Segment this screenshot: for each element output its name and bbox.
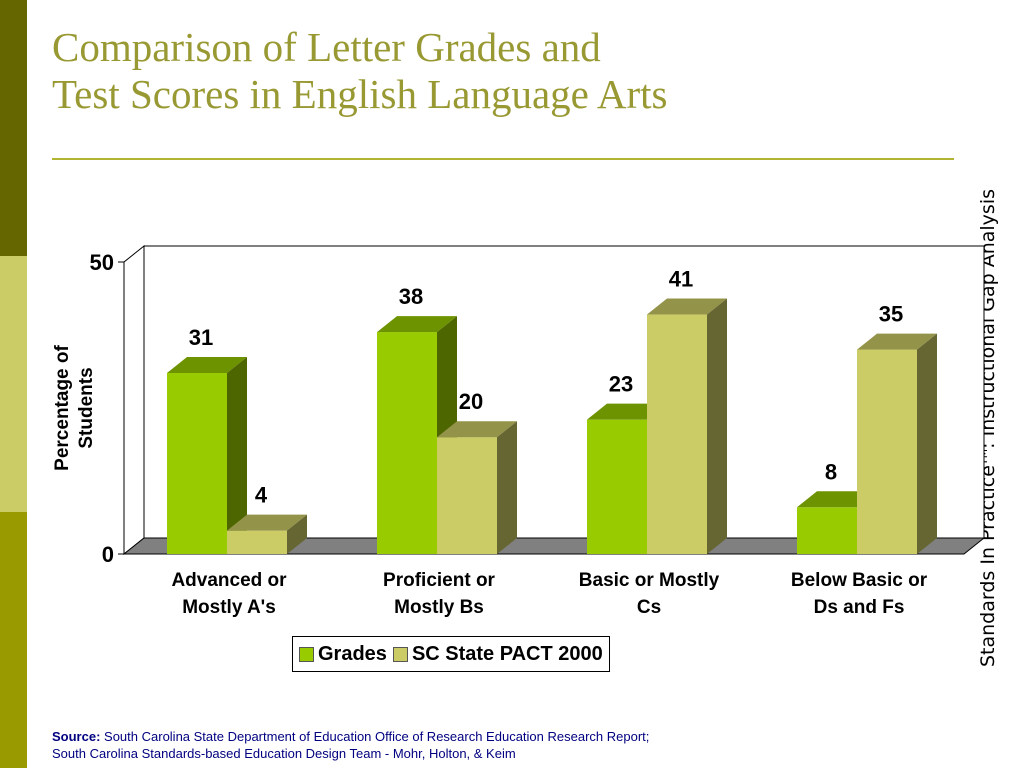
y-tick-label-0: 0 <box>102 542 114 567</box>
bar-top-0-1 <box>377 316 457 333</box>
data-label-1-3: 35 <box>879 302 903 327</box>
data-label-1-0: 4 <box>255 483 268 508</box>
side-stripe-top <box>0 0 27 256</box>
legend-swatch-grades <box>299 646 314 662</box>
chart-legend: Grades SC State PACT 2000 <box>292 636 610 672</box>
bar-side-1-0 <box>287 514 307 554</box>
bar-top-1-2 <box>647 298 727 315</box>
bar-side-1-3 <box>917 333 937 554</box>
source-label: Source: <box>52 729 101 744</box>
bar-top-0-0 <box>167 356 247 373</box>
category-label-3: Below Basic or Ds and Fs <box>791 570 928 618</box>
y-axis-label: Percentage of Students <box>52 345 97 471</box>
category-label-2: Basic or Mostly Cs <box>579 570 720 618</box>
bar-1-3 <box>857 349 917 554</box>
legend-item-pact: SC State PACT 2000 <box>392 642 603 666</box>
bar-0-2 <box>587 419 647 554</box>
legend-swatch-pact <box>392 646 408 662</box>
category-label-0: Advanced or Mostly A's <box>171 570 287 618</box>
bar-1-1 <box>437 437 497 554</box>
data-label-0-1: 38 <box>399 284 423 309</box>
bar-0-0 <box>167 372 227 554</box>
bar-top-1-0 <box>227 514 307 531</box>
source-line-2: South Carolina Standards-based Education… <box>52 746 516 761</box>
title-divider <box>52 158 954 160</box>
chart-side-wall <box>123 244 145 556</box>
data-label-0-3: 8 <box>825 459 837 484</box>
category-label-1: Proficient or Mostly Bs <box>383 570 496 618</box>
bar-side-0-0 <box>227 356 247 554</box>
data-label-0-2: 23 <box>609 372 633 397</box>
data-label-1-2: 41 <box>669 267 693 292</box>
source-note: Source: South Carolina State Department … <box>52 728 649 762</box>
side-stripe-middle <box>0 256 27 512</box>
legend-label-grades: Grades <box>318 642 387 665</box>
y-tick-label-1: 50 <box>90 250 114 275</box>
source-line-1: Source: South Carolina State Department … <box>52 728 649 745</box>
legend-item-grades: Grades <box>299 643 387 666</box>
bar-top-1-3 <box>857 333 937 350</box>
bar-0-1 <box>377 332 437 554</box>
bar-1-2 <box>647 314 707 554</box>
legend-label-pact: SC State PACT 2000 <box>411 642 603 665</box>
slide-title-line-1: Comparison of Letter Grades and <box>52 24 601 70</box>
slide-title: Comparison of Letter Grades and Test Sco… <box>52 24 667 118</box>
source-text-1: South Carolina State Department of Educa… <box>104 729 650 744</box>
bar-top-1-1 <box>437 421 517 438</box>
bar-1-0 <box>227 530 287 554</box>
data-label-1-1: 20 <box>459 389 483 414</box>
bar-side-1-2 <box>707 298 727 554</box>
bar-side-1-1 <box>497 421 517 554</box>
slide-title-line-2: Test Scores in English Language Arts <box>52 71 668 117</box>
side-stripe-bottom <box>0 512 27 768</box>
bar-0-3 <box>797 507 857 554</box>
data-label-0-0: 31 <box>189 325 213 350</box>
